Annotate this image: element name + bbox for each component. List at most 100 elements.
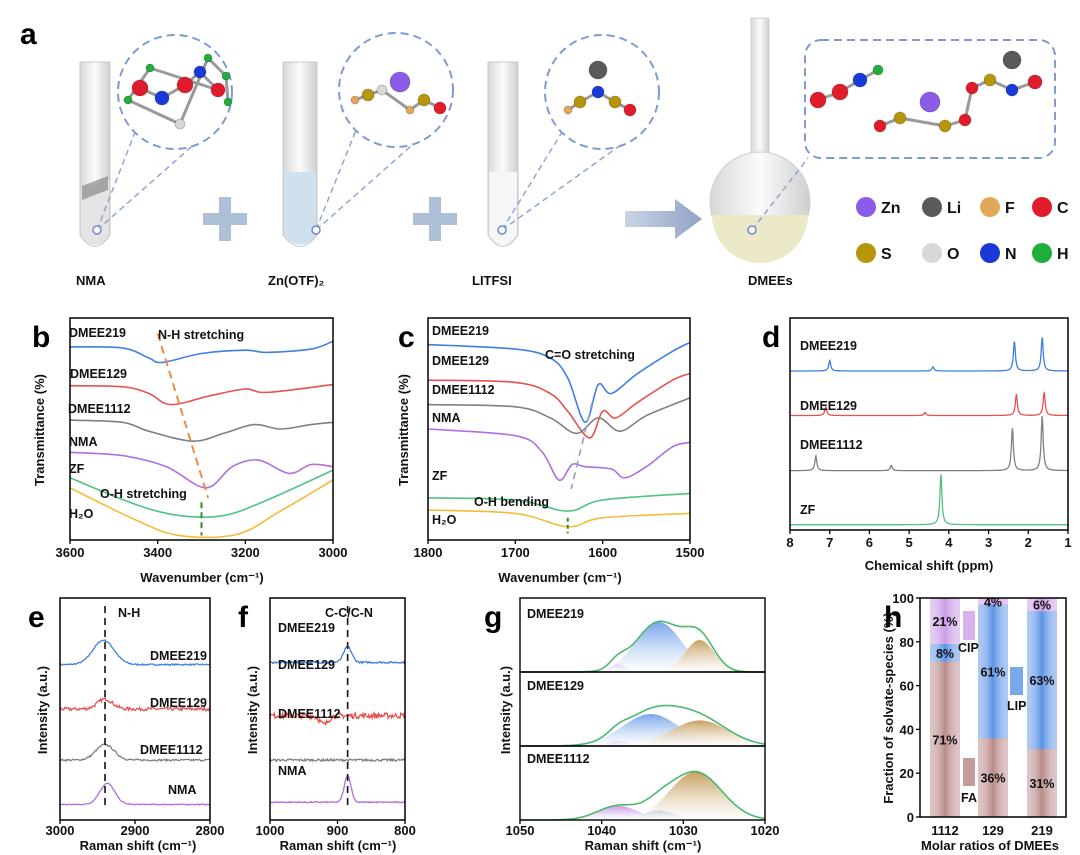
atom-h — [203, 53, 213, 63]
zoom-connector — [315, 129, 357, 231]
series-line-DMEE129 — [69, 383, 334, 406]
series-label: DMEE1112 — [800, 438, 863, 452]
legend-swatch-fa — [963, 758, 975, 786]
bar-shading — [978, 604, 1008, 739]
atom-legend-label: O — [947, 246, 959, 263]
component-label-nma: NMA — [76, 273, 106, 288]
y-tick-label: 60 — [900, 679, 914, 694]
x-tick-label: 219 — [1031, 823, 1053, 838]
x-tick-label: 2900 — [121, 823, 150, 838]
x-tick-label: 1112 — [931, 823, 959, 838]
series-line-NMA — [69, 451, 334, 489]
x-tick-label: 2 — [1025, 535, 1032, 550]
x-tick-label: 3600 — [56, 545, 85, 560]
plot-frame — [69, 317, 334, 541]
component-label-litfsi: LITFSI — [472, 273, 512, 288]
series-label: H₂O — [69, 507, 94, 521]
annotation-label: N-H stretching — [158, 328, 244, 342]
chart-panel-b: 3600 3400 3200 3000 — [56, 317, 348, 560]
annotation-label: C=O stretching — [545, 348, 635, 362]
nh-shift-guide — [156, 333, 210, 499]
atom-s — [608, 95, 622, 109]
zoom-connector — [96, 131, 136, 231]
atom-c — [831, 83, 849, 101]
series-label: DMEE129 — [150, 696, 207, 710]
component-peak-LIP — [520, 714, 765, 746]
bar-shading — [978, 738, 1008, 817]
series-line-DMEE219 — [69, 340, 334, 364]
nma-test-tube — [79, 61, 111, 247]
x-tick-label: 3400 — [143, 545, 172, 560]
x-tick-label: 2800 — [196, 823, 225, 838]
atom-c — [131, 79, 149, 97]
atom-c — [1027, 74, 1043, 90]
panel-label-d: d — [762, 321, 780, 354]
legend-swatch-cip — [963, 611, 975, 640]
x-tick-label: 800 — [394, 823, 416, 838]
series-label: DMEE219 — [278, 621, 335, 635]
molecule-model — [809, 50, 1043, 133]
y-tick-label: 20 — [900, 766, 914, 781]
atom-f — [563, 105, 573, 115]
bond — [127, 98, 181, 126]
panel-c-labels: DMEE219 DMEE129 C=O stretching DMEE1112 … — [432, 324, 635, 527]
atom-c — [210, 82, 226, 98]
atom-s-icon — [856, 243, 876, 263]
bar-shading — [930, 598, 960, 644]
atom-c — [433, 101, 447, 115]
atom-zn — [389, 71, 411, 93]
chart-panel-e: 3000 2900 2800 — [46, 597, 225, 838]
component-peak-FA — [520, 772, 765, 820]
molecule-model — [123, 53, 233, 130]
x-tick-label: 1800 — [414, 545, 443, 560]
series-line-DMEE129 — [427, 372, 691, 439]
panel-label-h: h — [884, 601, 902, 634]
plot-frame — [269, 597, 406, 821]
plot-frame — [427, 317, 691, 541]
series-line-DMEE1112 — [427, 397, 691, 435]
atom-n — [591, 85, 605, 99]
znotf-test-tube — [282, 61, 318, 247]
atom-legend-label: S — [881, 246, 892, 263]
chart-panel-f: 1000 900 800 — [256, 597, 416, 838]
series-line-NMA — [269, 775, 406, 804]
atom-n — [852, 72, 868, 88]
series-label: DMEE1112 — [68, 402, 131, 416]
series-line-DMEE129 — [269, 710, 406, 727]
x-tick-label: 4 — [945, 535, 953, 550]
atom-li — [588, 60, 608, 80]
component-label-znotf: Zn(OTF)₂ — [268, 273, 325, 288]
annotation-label: O-H bending — [474, 495, 549, 509]
atom-zn-icon — [856, 197, 876, 217]
x-tick-label: 3 — [985, 535, 992, 550]
series-label: DMEE129 — [800, 399, 857, 413]
plus-icon — [203, 197, 247, 241]
legend-label: CIP — [958, 641, 979, 655]
bar-value-label: 21% — [932, 615, 957, 629]
atom-legend-label: N — [1005, 246, 1017, 263]
x-tick-label: 3000 — [319, 545, 348, 560]
legend-label: FA — [961, 791, 977, 805]
zoom-connector — [501, 131, 563, 231]
panel-label-g: g — [484, 601, 502, 634]
panel-label-c: c — [398, 321, 415, 354]
atom-s — [573, 95, 587, 109]
litfsi-test-tube — [487, 61, 519, 247]
series-label: DMEE129 — [278, 658, 335, 672]
x-tick-label: 1000 — [256, 823, 285, 838]
panel-f-labels: C-C/C-N DMEE219 DMEE129 DMEE1112 NMA — [278, 606, 373, 778]
x-tick-label: 5 — [906, 535, 913, 550]
plot-frame — [59, 597, 211, 821]
atom-legend-label: F — [1005, 200, 1015, 217]
series-label: DMEE219 — [432, 324, 489, 338]
y-axis-label: Intensity (a.u.) — [245, 666, 260, 754]
atom-c — [965, 81, 979, 95]
bond — [899, 116, 946, 128]
atom-f-icon — [980, 197, 1000, 217]
dmees-flask — [709, 17, 811, 263]
atom-legend-label: Zn — [881, 200, 901, 217]
panel-label-f: f — [238, 601, 249, 634]
atom-c-icon — [1032, 197, 1052, 217]
bar-shading — [930, 661, 960, 817]
atom-n — [154, 90, 170, 106]
